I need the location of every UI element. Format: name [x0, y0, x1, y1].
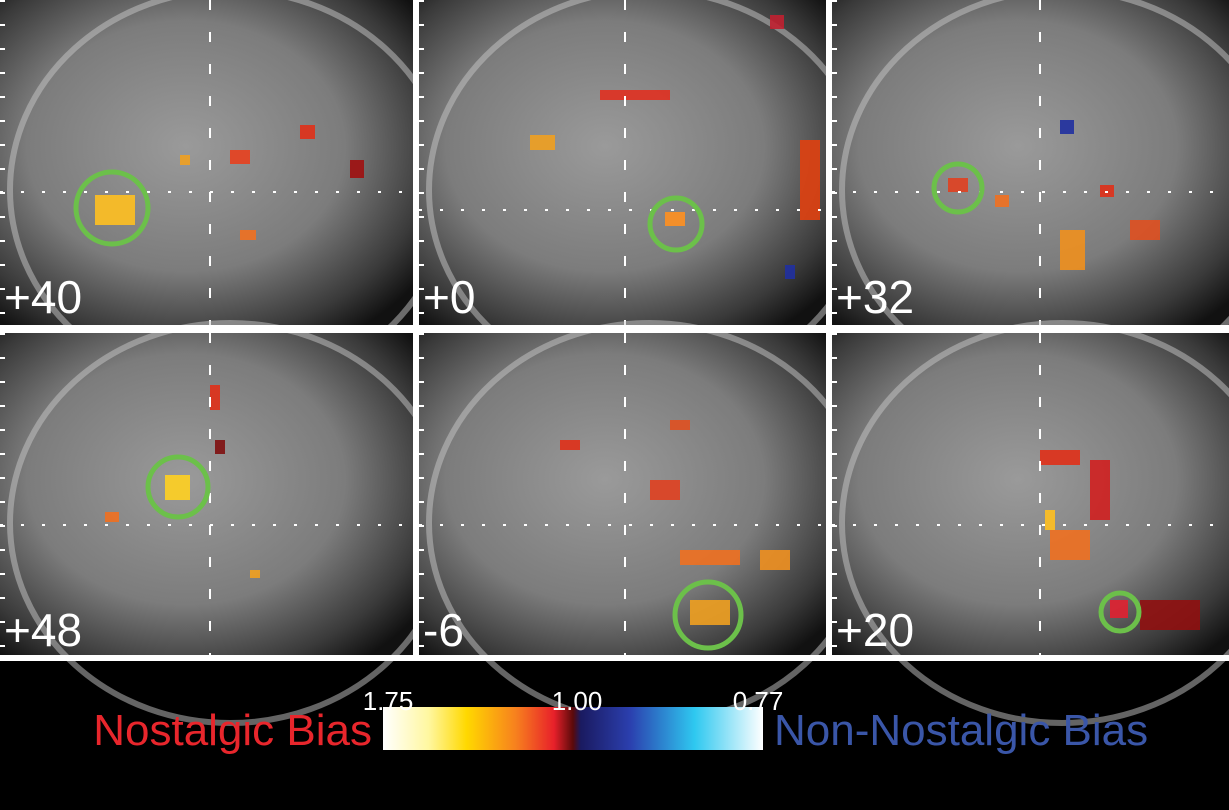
activation [180, 155, 190, 165]
colorbar-tick: 1.75 [363, 686, 414, 716]
highlight-circle [931, 161, 985, 215]
activation [240, 230, 256, 240]
activation [1045, 510, 1055, 530]
slice-label: +0 [423, 271, 475, 323]
panels: +40 +0 +32 +48 -6 +20 [0, 0, 1229, 726]
activation [680, 550, 740, 565]
activation [215, 440, 225, 454]
activation [770, 15, 784, 29]
activation [1090, 460, 1110, 520]
activation [230, 150, 250, 164]
activation [165, 475, 190, 500]
highlight-circle [145, 454, 211, 520]
slice-label: -6 [423, 604, 464, 656]
activation [105, 512, 119, 522]
activation [1040, 450, 1080, 465]
activation [350, 160, 364, 178]
col-divider [413, 0, 419, 660]
colorbar [383, 707, 763, 750]
activation [1060, 120, 1074, 134]
slice-label: +32 [836, 271, 914, 323]
activation [1060, 230, 1085, 270]
right-label: Non-Nostalgic Bias [774, 706, 1148, 755]
highlight-circle [647, 195, 705, 253]
activation [600, 90, 670, 100]
activation [1140, 600, 1200, 630]
row-divider [0, 655, 1229, 661]
col-divider [826, 0, 832, 660]
activation [785, 265, 795, 279]
activation [530, 135, 555, 150]
slice-label: +20 [836, 604, 914, 656]
slice-label: +48 [4, 604, 82, 656]
row-divider [0, 325, 1229, 333]
colorbar-tick: 1.00 [552, 686, 603, 716]
activation [95, 195, 135, 225]
activation [250, 570, 260, 578]
activation [665, 212, 685, 226]
activation [670, 420, 690, 430]
activation [300, 125, 315, 139]
slice-label: +40 [4, 271, 82, 323]
activation [1050, 530, 1090, 560]
activation [560, 440, 580, 450]
activation [1130, 220, 1160, 240]
activation [210, 385, 220, 410]
activation [800, 140, 820, 220]
activation [760, 550, 790, 570]
highlight-circle [73, 169, 151, 247]
highlight-circle [672, 579, 744, 651]
activation [948, 178, 968, 192]
highlight-circle [1098, 590, 1142, 634]
activation [650, 480, 680, 500]
colorbar-tick: 0.77 [733, 686, 784, 716]
brain-outline [839, 320, 1229, 726]
left-label: Nostalgic Bias [93, 706, 372, 755]
activation [690, 600, 730, 625]
activation [1110, 600, 1128, 618]
activation [995, 195, 1009, 207]
